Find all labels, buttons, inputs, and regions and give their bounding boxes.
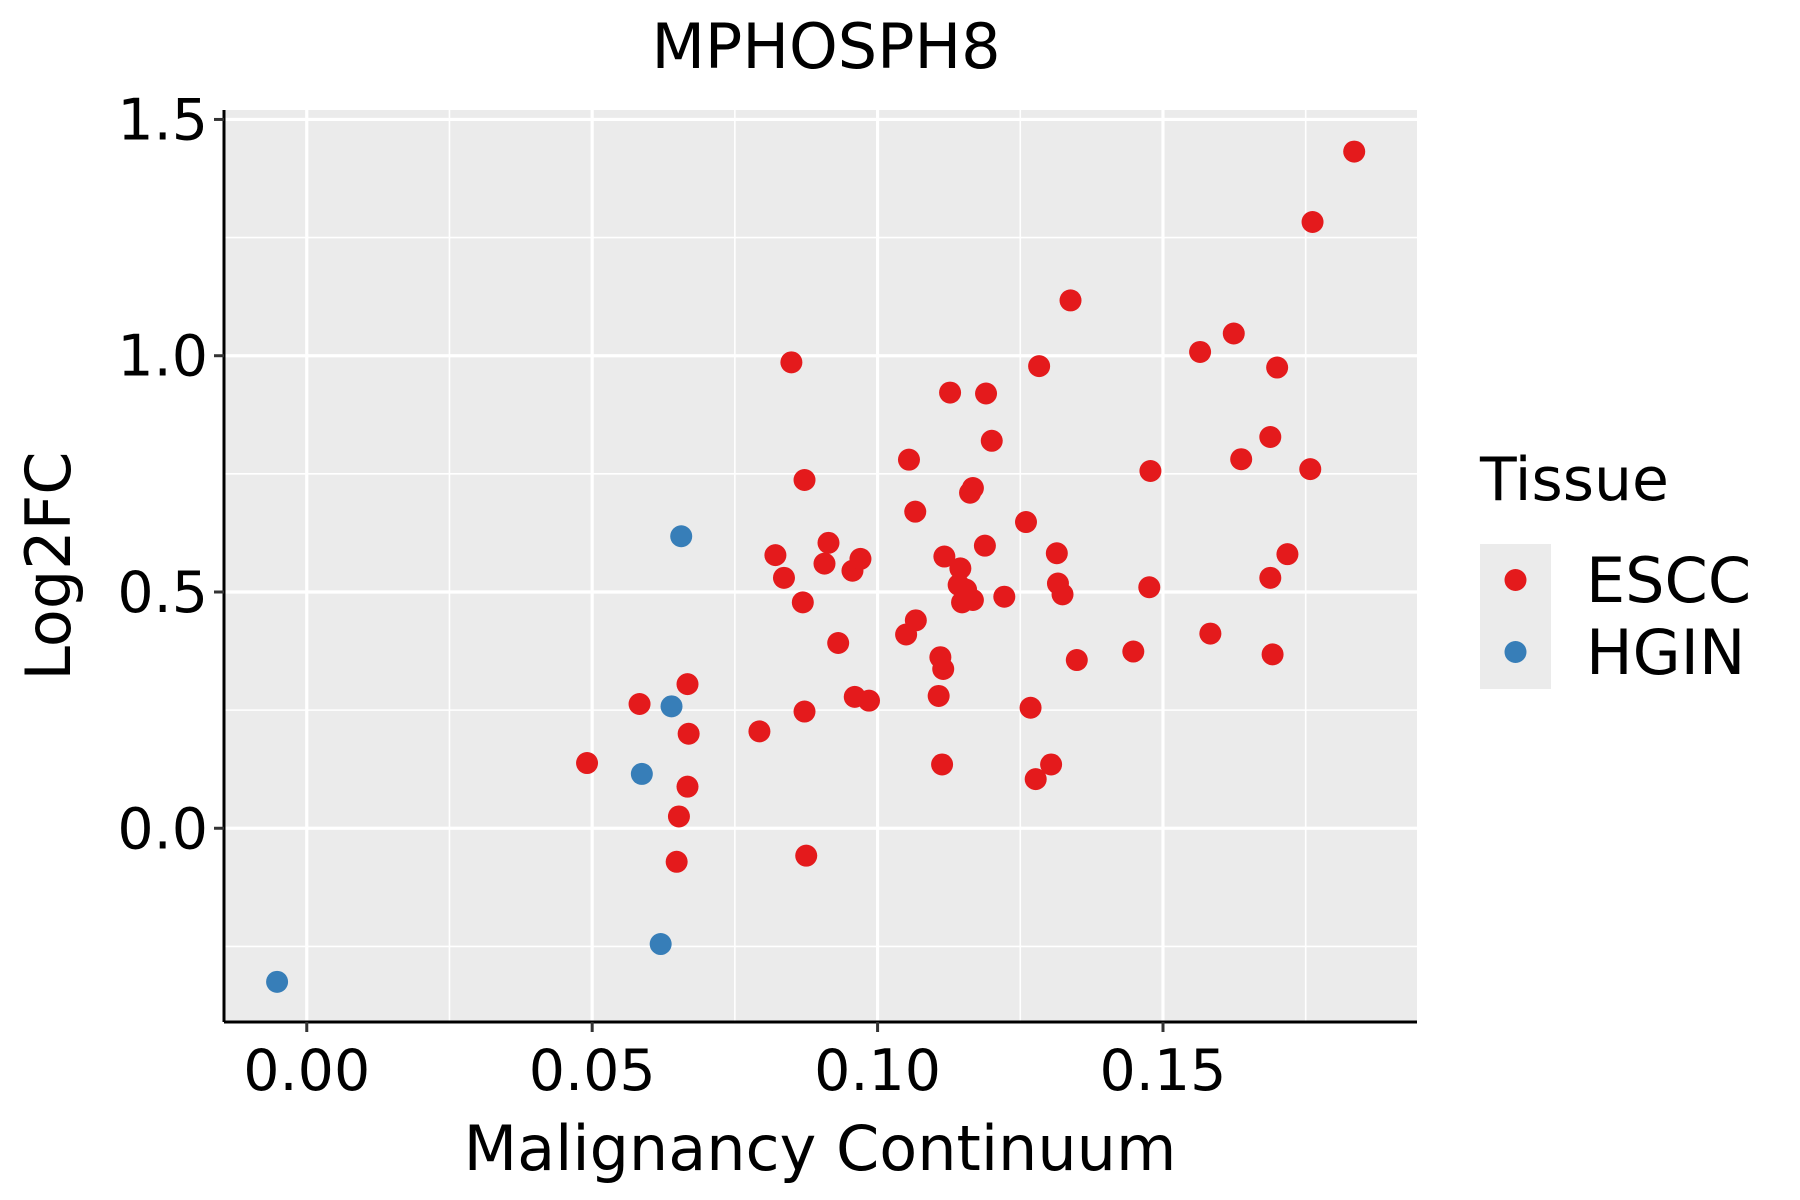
data-point-escc [791,591,814,614]
legend-label-hgin: HGIN [1586,616,1745,689]
data-point-escc [780,351,803,374]
data-point-escc [939,381,962,404]
data-point-escc [932,658,955,681]
y-tick-label: 1.5 [117,87,208,153]
data-point-escc [973,534,996,557]
data-point-escc [949,557,972,580]
data-point-escc [1065,649,1088,672]
data-point-escc [1343,140,1366,163]
grid-major [224,110,1417,1022]
y-tick-label: 0.5 [117,560,208,626]
data-point-escc [667,805,690,828]
y-axis-ticks: 0.0 0.5 1.0 1.5 [117,87,224,862]
data-point-escc [827,632,850,655]
data-point-escc [975,382,998,405]
chart-title: MPHOSPH8 [651,10,1000,83]
data-point-escc [764,544,787,567]
data-point-escc [1024,768,1047,791]
data-point-escc [1266,356,1289,379]
data-point-hgin [660,695,683,718]
data-point-escc [576,752,599,775]
data-point-hgin [649,933,672,956]
legend-title: Tissue [1479,445,1669,515]
data-point-escc [858,689,881,712]
data-point-escc [676,775,699,798]
data-point-escc [677,722,700,745]
series-escc [576,140,1366,873]
data-point-escc [748,720,771,743]
data-point-escc [1019,696,1042,719]
legend-key-hgin [1504,641,1527,663]
data-point-escc [980,429,1003,452]
data-point-escc [1138,576,1161,599]
data-point-escc [793,468,816,491]
data-point-hgin [630,762,653,785]
data-point-escc [1028,355,1051,378]
data-point-escc [1301,210,1324,233]
x-tick-label: 0.05 [529,1038,656,1104]
x-tick-label: 0.15 [1100,1038,1227,1104]
x-tick-label: 0.00 [243,1038,370,1104]
data-point-escc [961,477,984,500]
data-point-hgin [670,525,693,548]
legend-key-escc [1504,569,1527,591]
data-point-escc [1040,753,1063,776]
data-point-escc [1189,340,1212,363]
data-point-escc [772,566,795,589]
data-point-escc [1259,425,1282,448]
data-point-escc [1014,511,1037,534]
x-tick-label: 0.10 [814,1038,941,1104]
x-axis-ticks: 0.00 0.05 0.10 0.15 [243,1022,1226,1104]
data-point-escc [1059,289,1082,312]
legend-label-escc: ESCC [1586,544,1751,617]
data-point-escc [927,684,950,707]
data-point-escc [1276,543,1299,566]
data-point-escc [904,500,927,523]
legend-key-background [1480,544,1551,689]
y-axis-label: Log2FC [12,451,85,680]
data-point-escc [676,673,699,696]
data-point-escc [933,545,956,568]
data-point-escc [993,585,1016,608]
data-point-escc [1122,640,1145,663]
data-point-escc [628,692,651,715]
data-point-hgin [266,970,289,993]
data-point-escc [961,589,984,612]
data-point-escc [931,753,954,776]
data-point-escc [665,850,688,873]
data-point-escc [849,547,872,570]
data-point-escc [817,531,840,554]
data-point-escc [904,609,927,632]
data-point-escc [1261,643,1284,666]
data-point-escc [1199,622,1222,645]
data-point-escc [1222,322,1245,345]
data-points [266,140,1366,993]
data-point-escc [897,448,920,471]
y-tick-label: 0.0 [117,796,208,862]
x-axis-label: Malignancy Continuum [464,1112,1177,1185]
data-point-escc [1259,566,1282,589]
data-point-escc [793,700,816,723]
data-point-escc [1045,542,1068,565]
data-point-escc [1230,448,1253,471]
data-point-escc [795,844,818,867]
series-hgin [266,525,693,993]
data-point-escc [1139,460,1162,483]
data-point-escc [1299,458,1322,481]
grid-minor [224,110,1417,1022]
y-tick-label: 1.0 [117,324,208,390]
data-point-escc [813,552,836,575]
data-point-escc [1051,583,1074,606]
